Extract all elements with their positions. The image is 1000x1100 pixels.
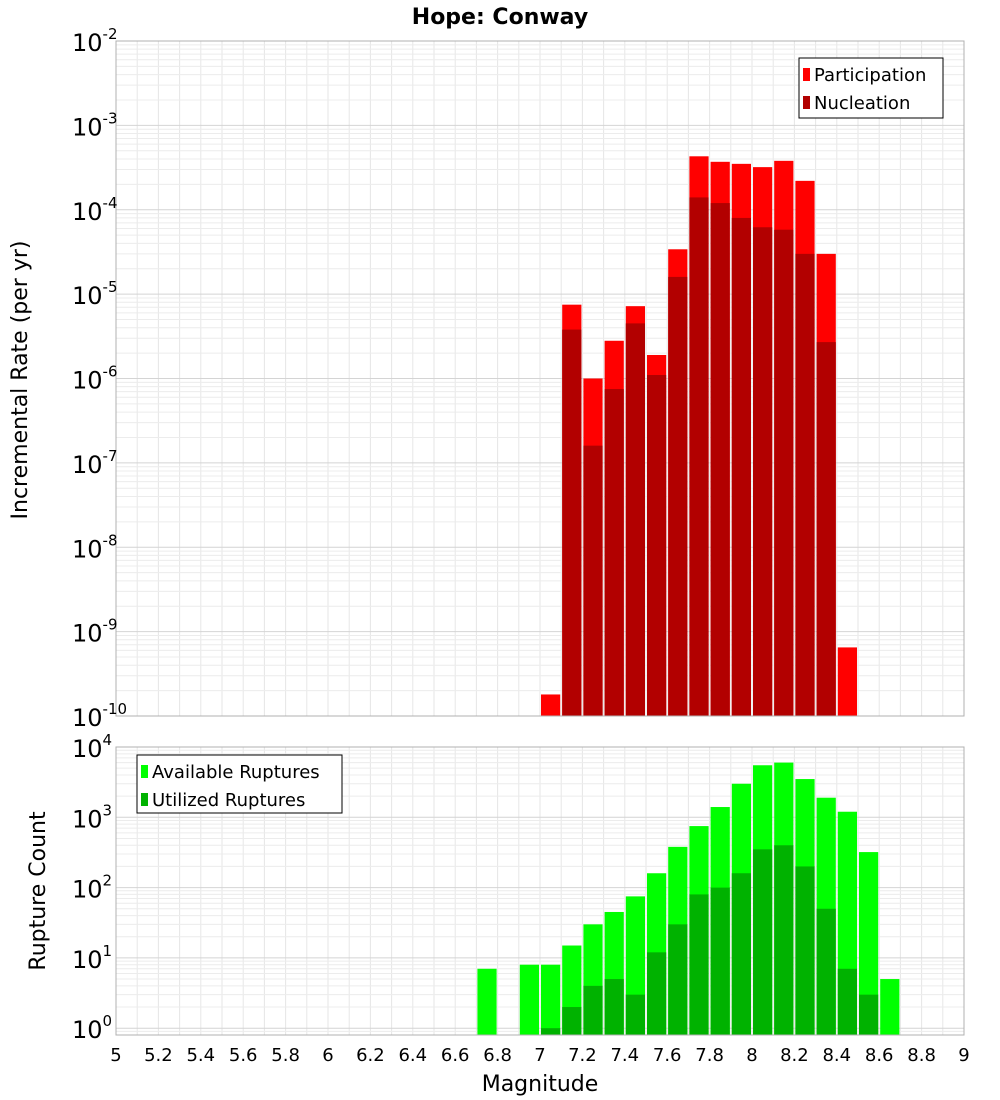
legend-swatch	[141, 793, 148, 806]
nucleation-bar	[668, 276, 688, 716]
x-axis-label: Magnitude	[482, 1072, 599, 1097]
count-legend-box	[136, 754, 343, 814]
nucleation-bar	[774, 229, 794, 717]
x-tick-label: 7.2	[568, 1045, 597, 1066]
rate-y-tick-labels: 10-10 10-9 10-8 10-7 10-6 10-5 10-4 10-3 10-2	[72, 25, 127, 732]
count-bars	[477, 762, 900, 1035]
rate-plot-border	[115, 40, 965, 717]
rate-bars	[541, 156, 857, 717]
x-tick-label: 7.8	[695, 1045, 724, 1066]
x-tick-label: 8	[746, 1045, 757, 1066]
utilized-ruptures-bar	[689, 894, 709, 1035]
legend-label: Utilized Ruptures	[152, 790, 305, 811]
x-tick-label: 5.8	[271, 1045, 300, 1066]
count-y-tick-label: 103	[72, 801, 112, 833]
utilized-ruptures-bar	[837, 968, 857, 1035]
x-tick-label: 7.4	[610, 1045, 639, 1066]
count-y-tick-label: 104	[72, 731, 112, 763]
legend-swatch	[141, 765, 148, 778]
utilized-ruptures-bar	[562, 1007, 582, 1035]
participation-bar	[837, 647, 857, 716]
chart-title: Hope: Conway	[412, 5, 588, 30]
utilized-ruptures-bar	[710, 887, 730, 1035]
available-ruptures-bar	[880, 979, 900, 1035]
rate-panel: 10-10 10-9 10-8 10-7 10-6 10-5 10-4 10-3 10-2 Par…	[72, 25, 965, 732]
x-tick-label: 9	[958, 1045, 969, 1066]
utilized-ruptures-bar	[668, 924, 688, 1035]
legend-label: Nucleation	[814, 93, 910, 114]
x-tick-label: 5.4	[186, 1045, 215, 1066]
count-y-tick-label: 100	[72, 1012, 112, 1044]
x-tick-label: 6.4	[398, 1045, 427, 1066]
nucleation-bar	[795, 253, 815, 716]
x-tick-label: 5.6	[229, 1045, 258, 1066]
nucleation-bar	[731, 217, 751, 716]
utilized-ruptures-bar	[774, 845, 794, 1035]
utilized-ruptures-bar	[625, 994, 645, 1035]
utilized-ruptures-bar	[647, 952, 667, 1035]
x-tick-label: 8.8	[907, 1045, 936, 1066]
nucleation-bar	[647, 375, 667, 716]
utilized-ruptures-bar	[859, 994, 879, 1035]
count-y-tick-label: 101	[72, 942, 112, 974]
count-y-tick-label: 102	[72, 872, 112, 904]
utilized-ruptures-bar	[816, 908, 836, 1035]
x-tick-label: 5.2	[144, 1045, 173, 1066]
rate-grid	[115, 40, 965, 717]
x-tick-labels: 5 5.2 5.4 5.6 5.8 6 6.2 6.4 6.6 6.8 7 7.2 7.4 7.6 7.8 8…	[110, 1045, 969, 1066]
participation-bar	[541, 694, 561, 716]
x-tick-label: 6.6	[441, 1045, 470, 1066]
count-legend: Available Ruptures Utilized Ruptures	[136, 754, 343, 814]
nucleation-bar	[710, 203, 730, 716]
count-plot-border	[115, 746, 965, 1036]
rate-y-tick-label: 10-8	[72, 531, 118, 563]
utilized-ruptures-bar	[753, 849, 773, 1035]
legend-swatch	[803, 96, 810, 109]
x-tick-label: 7.6	[653, 1045, 682, 1066]
available-ruptures-bar	[519, 964, 539, 1035]
x-tick-label: 8.4	[822, 1045, 851, 1066]
rate-y-tick-label: 10-10	[72, 700, 127, 732]
available-ruptures-bar	[477, 968, 497, 1035]
top-y-axis-label: Incremental Rate (per yr)	[8, 241, 33, 520]
available-ruptures-bar	[859, 852, 879, 1035]
legend-swatch	[803, 68, 810, 81]
rate-y-tick-label: 10-5	[72, 278, 118, 310]
utilized-ruptures-bar	[604, 979, 624, 1035]
x-tick-label: 7	[534, 1045, 545, 1066]
legend-label: Available Ruptures	[152, 762, 320, 783]
rate-y-tick-label: 10-6	[72, 363, 118, 395]
rate-y-tick-label: 10-7	[72, 447, 118, 479]
rate-y-tick-label: 10-2	[72, 25, 118, 57]
available-ruptures-bar	[541, 964, 561, 1035]
rate-y-tick-label: 10-4	[72, 194, 118, 226]
utilized-ruptures-bar	[731, 873, 751, 1035]
rate-y-tick-label: 10-9	[72, 616, 118, 648]
x-tick-label: 5	[110, 1045, 121, 1066]
utilized-ruptures-bar	[541, 1028, 561, 1035]
nucleation-bar	[562, 329, 582, 716]
x-tick-label: 6.8	[483, 1045, 512, 1066]
x-tick-label: 6	[322, 1045, 333, 1066]
nucleation-bar	[689, 197, 709, 717]
x-tick-label: 6.2	[356, 1045, 385, 1066]
count-panel: 100 101 102 103 104 5 5.2 5.4 5.6 5.8 6 6.2 6.4 6.6 6.…	[72, 731, 970, 1066]
rate-legend: Participation Nucleation	[798, 57, 944, 119]
bottom-y-axis-label: Rupture Count	[26, 811, 51, 971]
nucleation-bar	[604, 389, 624, 716]
nucleation-bar	[753, 227, 773, 716]
legend-label: Participation	[814, 65, 926, 86]
nucleation-bar	[583, 445, 603, 716]
rate-legend-box	[798, 57, 944, 119]
x-tick-label: 8.6	[865, 1045, 894, 1066]
nucleation-bar	[625, 323, 645, 716]
nucleation-bar	[816, 342, 836, 716]
x-tick-label: 8.2	[780, 1045, 809, 1066]
utilized-ruptures-bar	[583, 985, 603, 1035]
utilized-ruptures-bar	[795, 866, 815, 1035]
count-y-tick-labels: 100 101 102 103 104	[72, 731, 112, 1044]
rate-y-tick-label: 10-3	[72, 109, 118, 141]
